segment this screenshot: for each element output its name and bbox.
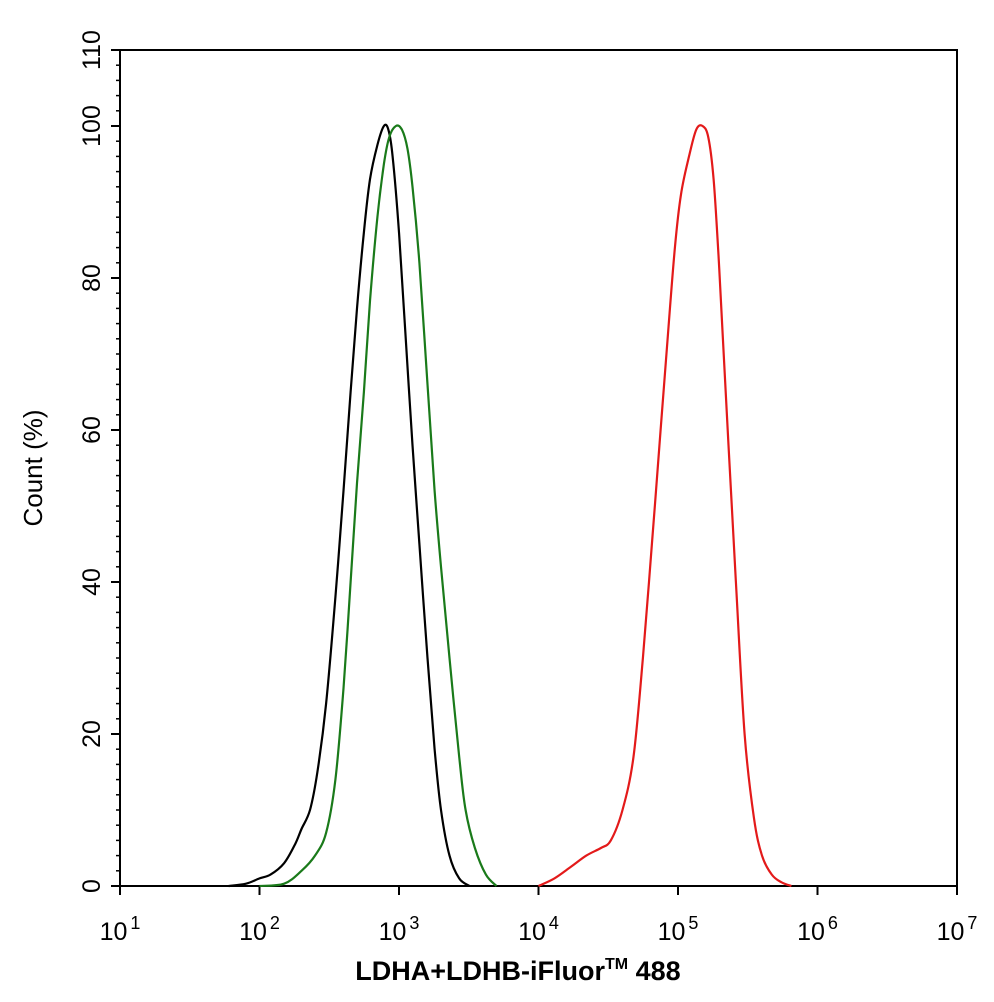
x-tick-label: 10 5 <box>658 913 699 946</box>
x-axis-title-main: LDHA+LDHB-iFluor <box>355 956 605 986</box>
x-axis-ticks: 10 1 10 2 10 3 10 4 10 5 10 6 10 7 <box>100 886 978 946</box>
y-tick-label: 40 <box>78 568 106 596</box>
y-tick-label: 0 <box>78 879 106 893</box>
x-axis-title-superscript: TM <box>605 956 628 973</box>
x-tick-label: 10 6 <box>797 913 838 946</box>
y-tick-label: 60 <box>78 416 106 444</box>
x-tick-label: 10 4 <box>518 913 559 946</box>
y-tick-label: 110 <box>78 30 106 70</box>
y-minor-ticks <box>116 64 120 872</box>
x-axis-title-suffix: 488 <box>628 956 681 986</box>
y-tick-label: 20 <box>78 720 106 748</box>
y-axis-title: Count (%) <box>18 409 48 526</box>
x-tick-label: 10 7 <box>937 913 978 946</box>
y-axis-ticks: 0 20 40 60 80 100 110 <box>78 30 120 893</box>
x-tick-label: 10 1 <box>100 913 141 946</box>
y-tick-label: 80 <box>78 264 106 292</box>
series-line-0 <box>228 123 471 888</box>
x-tick-label: 10 3 <box>379 913 420 946</box>
series-line-1 <box>259 124 498 888</box>
plot-frame <box>119 49 958 887</box>
series-lines <box>228 123 792 888</box>
x-tick-label: 10 2 <box>239 913 280 946</box>
y-tick-label: 100 <box>78 105 106 147</box>
x-axis-title: LDHA+LDHB-iFluorTM 488 <box>355 956 680 986</box>
series-line-2 <box>538 124 792 888</box>
